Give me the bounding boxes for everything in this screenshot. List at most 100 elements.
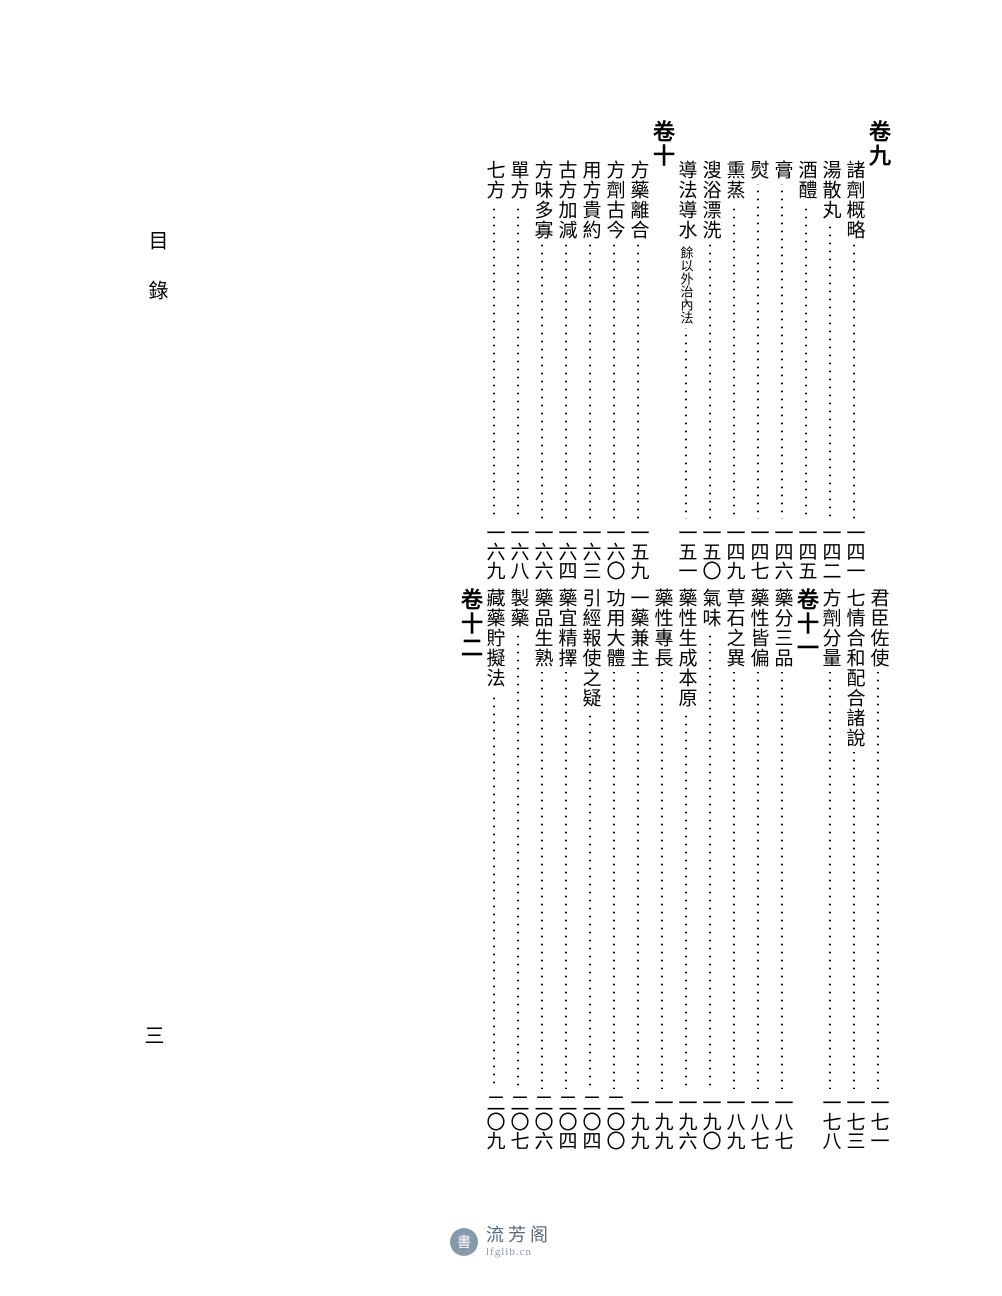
toc-top-half: 方味多寡一六六 bbox=[529, 120, 556, 580]
leader-dots bbox=[733, 672, 735, 1089]
leader-dots bbox=[685, 328, 687, 519]
toc-entry-page: 一七一 bbox=[865, 1093, 892, 1150]
toc-top-half: 古方加減一六四 bbox=[553, 120, 580, 580]
toc-bottom-half: 藥性專長一九九 bbox=[649, 580, 676, 1150]
toc-entry-page: 一九〇 bbox=[697, 1093, 724, 1150]
toc-entry-page: 二〇六 bbox=[529, 1093, 556, 1150]
toc-bottom-half: 藥宜精擇二〇四 bbox=[553, 580, 580, 1150]
toc-entry-label: 熏蒸 bbox=[721, 160, 748, 200]
toc-entry-page: 一五〇 bbox=[697, 523, 724, 580]
toc-column: 七方一六九藏藥貯擬法二〇九 bbox=[483, 120, 505, 1170]
toc-bottom-half: 一藥兼主一九九 bbox=[625, 580, 652, 1150]
toc-entry-page: 一六〇 bbox=[601, 523, 628, 580]
leader-dots bbox=[805, 204, 807, 519]
toc-column: 溲浴漂洗一五〇氣味一九〇 bbox=[699, 120, 721, 1170]
toc-entry-page: 二〇〇 bbox=[601, 1093, 628, 1150]
toc-column: 方劑古今一六〇功用大體二〇〇 bbox=[603, 120, 625, 1170]
toc-entry-label: 草石之異 bbox=[721, 588, 748, 668]
toc-column: 卷十藥性專長一九九 bbox=[651, 120, 673, 1170]
toc-entry-page: 二〇四 bbox=[577, 1093, 604, 1150]
toc-bottom-half: 方劑分量一七八 bbox=[817, 580, 844, 1150]
toc-bottom-half: 藏藥貯擬法二〇九 bbox=[481, 580, 508, 1150]
toc-entry-label: 膏 bbox=[769, 160, 796, 180]
toc-bottom-half: 草石之異一八九 bbox=[721, 580, 748, 1150]
toc-top-half: 湯散丸一四二 bbox=[817, 120, 844, 580]
toc-entry-label: 藥宜精擇 bbox=[553, 588, 580, 668]
toc-entry-page: 二〇九 bbox=[481, 1093, 508, 1150]
toc-entry-page: 一九六 bbox=[673, 1093, 700, 1150]
toc-entry-label: 古方加減 bbox=[553, 160, 580, 240]
toc-entry-label: 酒醴 bbox=[793, 160, 820, 200]
toc-entry-label: 方劑分量 bbox=[817, 588, 844, 668]
toc-top-half: 膏一四六 bbox=[769, 120, 796, 580]
toc-entry-page: 一八九 bbox=[721, 1093, 748, 1150]
toc-entry-page: 一四二 bbox=[817, 523, 844, 580]
leader-dots bbox=[637, 672, 639, 1089]
leader-dots bbox=[829, 672, 831, 1089]
toc-bottom-half: 君臣佐使一七一 bbox=[865, 580, 892, 1150]
leader-dots bbox=[661, 672, 663, 1089]
book-icon: 書 bbox=[450, 1228, 478, 1256]
toc-entry-page: 一六三 bbox=[577, 523, 604, 580]
toc-entry-label: 君臣佐使 bbox=[865, 588, 892, 668]
toc-entry-note: 餘以外治內法 bbox=[677, 246, 696, 324]
leader-dots bbox=[757, 672, 759, 1089]
toc-entry-label: 七情合和配合諸說 bbox=[841, 588, 868, 748]
toc-entry-page: 一八七 bbox=[745, 1093, 772, 1150]
leader-dots bbox=[493, 692, 495, 1089]
toc-entry-page: 一六四 bbox=[553, 523, 580, 580]
toc-bottom-half: 氣味一九〇 bbox=[697, 580, 724, 1150]
toc-top-half: 熨一四七 bbox=[745, 120, 772, 580]
toc-top-half: 卷九 bbox=[862, 120, 894, 580]
toc-entry-label: 導法導水 bbox=[673, 160, 700, 240]
leader-dots bbox=[637, 244, 639, 519]
toc-column: 湯散丸一四二方劑分量一七八 bbox=[819, 120, 841, 1170]
toc-entry-page: 一五一 bbox=[673, 523, 700, 580]
toc-column: 用方貴約一六三引經報使之疑二〇四 bbox=[579, 120, 601, 1170]
toc-top-half: 七方一六九 bbox=[481, 120, 508, 580]
leader-dots bbox=[853, 244, 855, 519]
toc-entry-page: 一六九 bbox=[481, 523, 508, 580]
leader-dots bbox=[613, 244, 615, 519]
toc-entry-label: 藥性專長 bbox=[649, 588, 676, 668]
leader-dots bbox=[733, 204, 735, 519]
toc-entry-page: 一四九 bbox=[721, 523, 748, 580]
toc-entry-label: 引經報使之疑 bbox=[577, 588, 604, 708]
leader-dots bbox=[709, 632, 711, 1089]
leader-dots bbox=[517, 204, 519, 519]
toc-entry-page: 一四七 bbox=[745, 523, 772, 580]
toc-entry-label: 藏藥貯擬法 bbox=[481, 588, 508, 688]
leader-dots bbox=[613, 672, 615, 1089]
toc-entry-page: 二〇四 bbox=[553, 1093, 580, 1150]
toc-column: 方味多寡一六六藥品生熟二〇六 bbox=[531, 120, 553, 1170]
toc-entry-label: 藥性生成本原 bbox=[673, 588, 700, 708]
toc-entry-label: 溲浴漂洗 bbox=[697, 160, 724, 240]
toc-entry-label: 功用大體 bbox=[601, 588, 628, 668]
toc-bottom-half: 引經報使之疑二〇四 bbox=[577, 580, 604, 1150]
toc-entry-label: 方劑古今 bbox=[601, 160, 628, 240]
toc-entry-label: 方味多寡 bbox=[529, 160, 556, 240]
toc-column: 導法導水餘以外治內法一五一藥性生成本原一九六 bbox=[675, 120, 697, 1170]
toc-entry-page: 一九九 bbox=[649, 1093, 676, 1150]
toc-bottom-half: 藥性生成本原一九六 bbox=[673, 580, 700, 1150]
leader-dots bbox=[589, 712, 591, 1089]
watermark-text: 流芳阁 lfglib.cn bbox=[486, 1226, 552, 1258]
toc-entry-label: 藥性皆偏 bbox=[745, 588, 772, 668]
toc-page: 卷九君臣佐使一七一諸劑概略一四一七情合和配合諸說一七三湯散丸一四二方劑分量一七八… bbox=[110, 120, 890, 1170]
toc-entry-page: 一四五 bbox=[793, 523, 820, 580]
leader-dots bbox=[781, 184, 783, 519]
toc-entry-page: 一七八 bbox=[817, 1093, 844, 1150]
leader-dots bbox=[541, 672, 543, 1089]
toc-bottom-half: 七情合和配合諸說一七三 bbox=[841, 580, 868, 1150]
toc-bottom-half: 藥品生熟二〇六 bbox=[529, 580, 556, 1150]
leader-dots bbox=[757, 184, 759, 519]
leader-dots bbox=[589, 244, 591, 519]
leader-dots bbox=[709, 244, 711, 519]
toc-entry-label: 熨 bbox=[745, 160, 772, 180]
toc-column: 熨一四七藥性皆偏一八七 bbox=[747, 120, 769, 1170]
toc-top-half: 方劑古今一六〇 bbox=[601, 120, 628, 580]
watermark-en: lfglib.cn bbox=[486, 1246, 552, 1258]
toc-entry-page: 二〇七 bbox=[505, 1093, 532, 1150]
leader-dots bbox=[565, 672, 567, 1089]
toc-top-half: 導法導水餘以外治內法一五一 bbox=[673, 120, 700, 580]
